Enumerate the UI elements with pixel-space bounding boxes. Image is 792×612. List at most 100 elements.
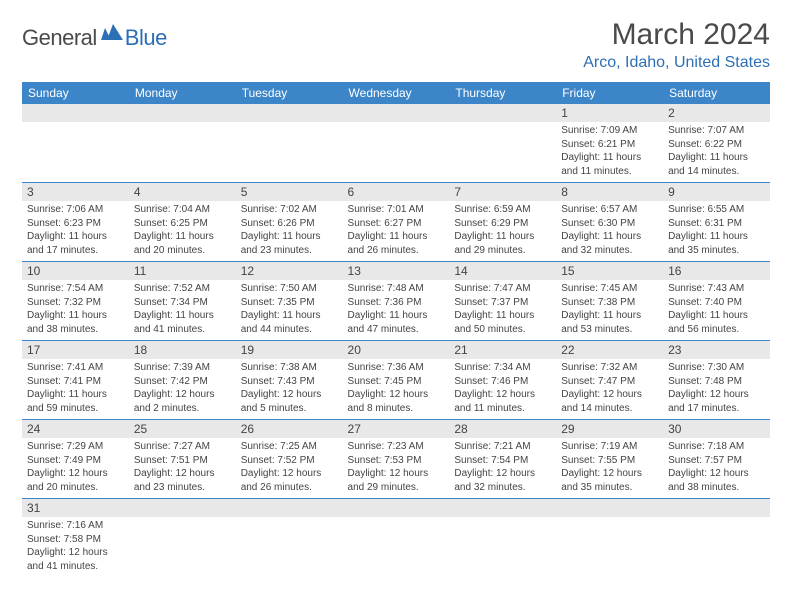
day-number: 11 xyxy=(129,262,236,280)
day-number: 15 xyxy=(556,262,663,280)
day-number: 31 xyxy=(22,499,129,517)
day-content: Sunrise: 7:45 AMSunset: 7:38 PMDaylight:… xyxy=(556,280,663,340)
day-number-empty xyxy=(22,104,129,122)
day-content: Sunrise: 7:25 AMSunset: 7:52 PMDaylight:… xyxy=(236,438,343,498)
logo: General Blue xyxy=(22,18,167,52)
calendar-cell: 13Sunrise: 7:48 AMSunset: 7:36 PMDayligh… xyxy=(343,262,450,341)
calendar-cell: 15Sunrise: 7:45 AMSunset: 7:38 PMDayligh… xyxy=(556,262,663,341)
calendar-cell: 25Sunrise: 7:27 AMSunset: 7:51 PMDayligh… xyxy=(129,420,236,499)
calendar-cell xyxy=(343,104,450,183)
day-number: 5 xyxy=(236,183,343,201)
calendar-cell: 8Sunrise: 6:57 AMSunset: 6:30 PMDaylight… xyxy=(556,183,663,262)
location-text: Arco, Idaho, United States xyxy=(583,54,770,72)
day-content: Sunrise: 7:19 AMSunset: 7:55 PMDaylight:… xyxy=(556,438,663,498)
calendar-cell: 14Sunrise: 7:47 AMSunset: 7:37 PMDayligh… xyxy=(449,262,556,341)
day-number: 20 xyxy=(343,341,450,359)
day-content: Sunrise: 7:18 AMSunset: 7:57 PMDaylight:… xyxy=(663,438,770,498)
calendar-cell: 9Sunrise: 6:55 AMSunset: 6:31 PMDaylight… xyxy=(663,183,770,262)
calendar-cell: 29Sunrise: 7:19 AMSunset: 7:55 PMDayligh… xyxy=(556,420,663,499)
calendar-cell: 20Sunrise: 7:36 AMSunset: 7:45 PMDayligh… xyxy=(343,341,450,420)
calendar-cell xyxy=(129,104,236,183)
day-number: 28 xyxy=(449,420,556,438)
day-number-empty xyxy=(129,104,236,122)
calendar-cell: 30Sunrise: 7:18 AMSunset: 7:57 PMDayligh… xyxy=(663,420,770,499)
calendar-row: 10Sunrise: 7:54 AMSunset: 7:32 PMDayligh… xyxy=(22,262,770,341)
weekday-header: Sunday xyxy=(22,82,129,104)
day-content: Sunrise: 7:07 AMSunset: 6:22 PMDaylight:… xyxy=(663,122,770,182)
day-content: Sunrise: 7:32 AMSunset: 7:47 PMDaylight:… xyxy=(556,359,663,419)
day-number: 2 xyxy=(663,104,770,122)
day-number-empty xyxy=(236,104,343,122)
calendar-cell: 27Sunrise: 7:23 AMSunset: 7:53 PMDayligh… xyxy=(343,420,450,499)
calendar-cell: 5Sunrise: 7:02 AMSunset: 6:26 PMDaylight… xyxy=(236,183,343,262)
day-number-empty xyxy=(236,499,343,517)
calendar-cell xyxy=(663,499,770,578)
calendar-row: 31Sunrise: 7:16 AMSunset: 7:58 PMDayligh… xyxy=(22,499,770,578)
day-content: Sunrise: 7:02 AMSunset: 6:26 PMDaylight:… xyxy=(236,201,343,261)
calendar-cell: 2Sunrise: 7:07 AMSunset: 6:22 PMDaylight… xyxy=(663,104,770,183)
calendar-cell: 23Sunrise: 7:30 AMSunset: 7:48 PMDayligh… xyxy=(663,341,770,420)
calendar-row: 24Sunrise: 7:29 AMSunset: 7:49 PMDayligh… xyxy=(22,420,770,499)
calendar-cell: 19Sunrise: 7:38 AMSunset: 7:43 PMDayligh… xyxy=(236,341,343,420)
month-title: March 2024 xyxy=(583,18,770,52)
calendar-cell: 1Sunrise: 7:09 AMSunset: 6:21 PMDaylight… xyxy=(556,104,663,183)
day-number-empty xyxy=(663,499,770,517)
day-number: 3 xyxy=(22,183,129,201)
calendar-cell: 16Sunrise: 7:43 AMSunset: 7:40 PMDayligh… xyxy=(663,262,770,341)
day-number: 13 xyxy=(343,262,450,280)
calendar-cell: 10Sunrise: 7:54 AMSunset: 7:32 PMDayligh… xyxy=(22,262,129,341)
day-content: Sunrise: 7:27 AMSunset: 7:51 PMDaylight:… xyxy=(129,438,236,498)
logo-text-blue: Blue xyxy=(125,25,167,51)
weekday-header-row: Sunday Monday Tuesday Wednesday Thursday… xyxy=(22,82,770,104)
day-content: Sunrise: 7:52 AMSunset: 7:34 PMDaylight:… xyxy=(129,280,236,340)
calendar-cell: 6Sunrise: 7:01 AMSunset: 6:27 PMDaylight… xyxy=(343,183,450,262)
weekday-header: Monday xyxy=(129,82,236,104)
day-content: Sunrise: 7:41 AMSunset: 7:41 PMDaylight:… xyxy=(22,359,129,419)
day-number: 9 xyxy=(663,183,770,201)
day-content: Sunrise: 7:47 AMSunset: 7:37 PMDaylight:… xyxy=(449,280,556,340)
day-number: 26 xyxy=(236,420,343,438)
day-content: Sunrise: 7:16 AMSunset: 7:58 PMDaylight:… xyxy=(22,517,129,577)
calendar-cell: 21Sunrise: 7:34 AMSunset: 7:46 PMDayligh… xyxy=(449,341,556,420)
day-content: Sunrise: 7:21 AMSunset: 7:54 PMDaylight:… xyxy=(449,438,556,498)
calendar-cell xyxy=(236,499,343,578)
day-number: 14 xyxy=(449,262,556,280)
day-content: Sunrise: 7:30 AMSunset: 7:48 PMDaylight:… xyxy=(663,359,770,419)
calendar-table: Sunday Monday Tuesday Wednesday Thursday… xyxy=(22,82,770,577)
day-content: Sunrise: 7:04 AMSunset: 6:25 PMDaylight:… xyxy=(129,201,236,261)
logo-mark-icon xyxy=(101,24,123,40)
day-content: Sunrise: 7:48 AMSunset: 7:36 PMDaylight:… xyxy=(343,280,450,340)
calendar-cell xyxy=(556,499,663,578)
weekday-header: Thursday xyxy=(449,82,556,104)
day-content: Sunrise: 7:01 AMSunset: 6:27 PMDaylight:… xyxy=(343,201,450,261)
calendar-cell: 3Sunrise: 7:06 AMSunset: 6:23 PMDaylight… xyxy=(22,183,129,262)
weekday-header: Friday xyxy=(556,82,663,104)
day-content: Sunrise: 7:43 AMSunset: 7:40 PMDaylight:… xyxy=(663,280,770,340)
calendar-cell: 28Sunrise: 7:21 AMSunset: 7:54 PMDayligh… xyxy=(449,420,556,499)
day-number: 19 xyxy=(236,341,343,359)
day-number: 1 xyxy=(556,104,663,122)
day-number-empty xyxy=(556,499,663,517)
calendar-cell: 26Sunrise: 7:25 AMSunset: 7:52 PMDayligh… xyxy=(236,420,343,499)
title-block: March 2024 Arco, Idaho, United States xyxy=(583,18,770,72)
calendar-cell: 7Sunrise: 6:59 AMSunset: 6:29 PMDaylight… xyxy=(449,183,556,262)
day-number: 24 xyxy=(22,420,129,438)
calendar-cell: 22Sunrise: 7:32 AMSunset: 7:47 PMDayligh… xyxy=(556,341,663,420)
day-content: Sunrise: 7:23 AMSunset: 7:53 PMDaylight:… xyxy=(343,438,450,498)
day-number: 27 xyxy=(343,420,450,438)
day-number-empty xyxy=(449,104,556,122)
calendar-row: 17Sunrise: 7:41 AMSunset: 7:41 PMDayligh… xyxy=(22,341,770,420)
day-number-empty xyxy=(129,499,236,517)
calendar-cell xyxy=(129,499,236,578)
calendar-cell: 12Sunrise: 7:50 AMSunset: 7:35 PMDayligh… xyxy=(236,262,343,341)
header: General Blue March 2024 Arco, Idaho, Uni… xyxy=(22,18,770,72)
day-number: 8 xyxy=(556,183,663,201)
day-content: Sunrise: 7:09 AMSunset: 6:21 PMDaylight:… xyxy=(556,122,663,182)
day-number: 16 xyxy=(663,262,770,280)
calendar-cell: 17Sunrise: 7:41 AMSunset: 7:41 PMDayligh… xyxy=(22,341,129,420)
calendar-cell xyxy=(22,104,129,183)
day-content: Sunrise: 6:57 AMSunset: 6:30 PMDaylight:… xyxy=(556,201,663,261)
calendar-cell xyxy=(449,499,556,578)
calendar-cell xyxy=(236,104,343,183)
day-number-empty xyxy=(343,104,450,122)
